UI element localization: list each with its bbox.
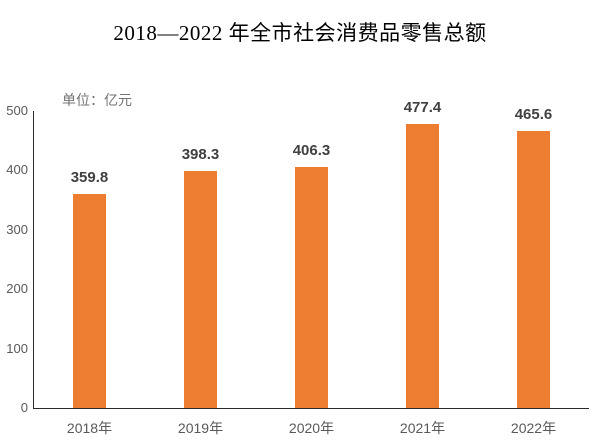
bar-slot: 398.3	[145, 111, 256, 408]
x-axis-label: 2020年	[288, 420, 335, 436]
bar-2021年	[406, 124, 439, 408]
y-axis: 0 100 200 300 400 500	[0, 103, 28, 415]
bar-slot: 477.4	[367, 99, 478, 408]
y-tick-label: 300	[6, 221, 28, 237]
bar-2022年	[517, 131, 550, 408]
bar-2019年	[184, 171, 217, 408]
bar-value-label: 359.8	[70, 169, 109, 187]
bar-2018年	[73, 194, 106, 408]
y-tick-label: 0	[20, 400, 28, 415]
bar-slot: 465.6	[478, 106, 589, 408]
x-axis-label: 2021年	[399, 420, 446, 436]
unit-label: 单位：亿元	[62, 92, 132, 108]
x-axis-label: 2022年	[510, 420, 557, 436]
y-tick-label: 500	[6, 103, 28, 118]
bar-value-label: 406.3	[292, 141, 331, 159]
bar-slot: 359.8	[34, 111, 145, 408]
bar-2020年	[295, 166, 328, 408]
bar-slot: 406.3	[256, 111, 367, 408]
bar-value-label: 465.6	[514, 106, 553, 124]
x-axis-label: 2019年	[177, 420, 224, 436]
x-axis: 2018年 2019年 2020年 2021年 2022年	[34, 111, 589, 436]
bars-container: 359.8 398.3 406.3 477.4 465.6	[34, 99, 589, 408]
chart-title: 2018—2022 年全市社会消费品零售总额	[113, 21, 487, 45]
y-tick-label: 100	[6, 340, 28, 356]
x-axis-label: 2018年	[66, 420, 113, 436]
bar-value-label: 477.4	[403, 99, 442, 117]
y-tick-label: 200	[6, 281, 28, 297]
plot-area: 0 100 200 300 400 500 359.8 398.3 406.3 477.4 465…	[6, 99, 589, 436]
y-tick-label: 400	[6, 162, 28, 178]
bar-value-label: 398.3	[181, 146, 220, 164]
